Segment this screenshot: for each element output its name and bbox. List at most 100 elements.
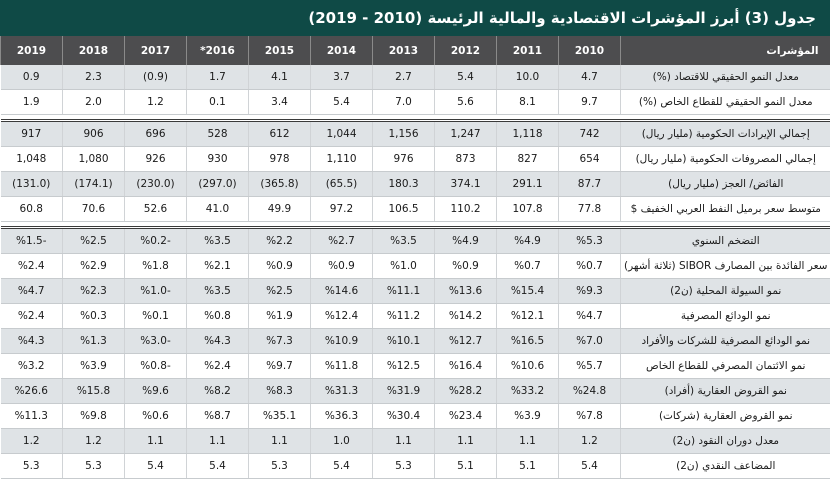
value-cell: %24.8 xyxy=(559,379,621,404)
value-cell: 1,247 xyxy=(435,121,497,147)
value-cell: %8.3 xyxy=(249,379,311,404)
value-cell: %10.9 xyxy=(311,329,373,354)
value-cell: %33.2 xyxy=(497,379,559,404)
value-cell: %8.7 xyxy=(187,404,249,429)
value-cell: (365.8) xyxy=(249,172,311,197)
value-cell: %3.9 xyxy=(497,404,559,429)
value-cell: %0.7 xyxy=(559,254,621,279)
indicator-label: سعر الفائدة بين المصارف SIBOR (ثلاثة أشه… xyxy=(621,254,830,279)
value-cell: 1,156 xyxy=(373,121,435,147)
table-row: %1.5-%2.5%0.2-%3.5%2.2%2.7%3.5%4.9%4.9%5… xyxy=(1,228,830,254)
value-cell: 1,080 xyxy=(63,147,125,172)
value-cell: %1.0 xyxy=(373,254,435,279)
value-cell: 7.0 xyxy=(373,90,435,115)
table-row: %4.7%2.3%1.0-%3.5%2.5%14.6%11.1%13.6%15.… xyxy=(1,279,830,304)
indicator-label: نمو القروض العقارية (أفراد) xyxy=(621,379,830,404)
value-cell: %1.0- xyxy=(125,279,187,304)
value-cell: 1,048 xyxy=(1,147,63,172)
value-cell: 3.4 xyxy=(249,90,311,115)
value-cell: 742 xyxy=(559,121,621,147)
value-cell: %28.2 xyxy=(435,379,497,404)
value-cell: 2.7 xyxy=(373,65,435,90)
indicator-label: نمو الودائع المصرفية xyxy=(621,304,830,329)
value-cell: %31.9 xyxy=(373,379,435,404)
value-cell: 8.1 xyxy=(497,90,559,115)
value-cell: (230.0) xyxy=(125,172,187,197)
value-cell: 5.3 xyxy=(1,454,63,479)
value-cell: 1.7 xyxy=(187,65,249,90)
value-cell: %9.7 xyxy=(249,354,311,379)
year-header: 2014 xyxy=(311,36,373,65)
value-cell: 612 xyxy=(249,121,311,147)
value-cell: 41.0 xyxy=(187,197,249,222)
value-cell: %14.6 xyxy=(311,279,373,304)
value-cell: %2.7 xyxy=(311,228,373,254)
value-cell: 9.7 xyxy=(559,90,621,115)
value-cell: 77.8 xyxy=(559,197,621,222)
value-cell: %2.9 xyxy=(63,254,125,279)
value-cell: 374.1 xyxy=(435,172,497,197)
value-cell: 1.2 xyxy=(1,429,63,454)
value-cell: 10.0 xyxy=(497,65,559,90)
value-cell: 926 xyxy=(125,147,187,172)
indicator-label: إجمالي الإيرادات الحكومية (مليار ريال) xyxy=(621,121,830,147)
value-cell: 1.2 xyxy=(63,429,125,454)
value-cell: 1.1 xyxy=(497,429,559,454)
value-cell: 906 xyxy=(63,121,125,147)
table-row: %2.4%0.3%0.1%0.8%1.9%12.4%11.2%14.2%12.1… xyxy=(1,304,830,329)
value-cell: %0.8- xyxy=(125,354,187,379)
value-cell: 5.3 xyxy=(249,454,311,479)
value-cell: %9.6 xyxy=(125,379,187,404)
value-cell: %3.5 xyxy=(187,279,249,304)
indicator-label: نمو السيولة المحلية (ن2) xyxy=(621,279,830,304)
value-cell: %2.1 xyxy=(187,254,249,279)
value-cell: %1.5- xyxy=(1,228,63,254)
value-cell: 1.1 xyxy=(249,429,311,454)
value-cell: 49.9 xyxy=(249,197,311,222)
indicator-label: معدل دوران النقود (ن2) xyxy=(621,429,830,454)
value-cell: %12.5 xyxy=(373,354,435,379)
value-cell: 976 xyxy=(373,147,435,172)
value-cell: %0.7 xyxy=(497,254,559,279)
value-cell: %4.3 xyxy=(187,329,249,354)
value-cell: 1.1 xyxy=(373,429,435,454)
value-cell: %23.4 xyxy=(435,404,497,429)
value-cell: %3.2 xyxy=(1,354,63,379)
value-cell: 291.1 xyxy=(497,172,559,197)
value-cell: 873 xyxy=(435,147,497,172)
value-cell: 5.4 xyxy=(311,90,373,115)
indicator-label: نمو القروض العقارية (شركات) xyxy=(621,404,830,429)
value-cell: 1.1 xyxy=(125,429,187,454)
indicator-label: معدل النمو الحقيقي للقطاع الخاص (%) xyxy=(621,90,830,115)
value-cell: %0.6 xyxy=(125,404,187,429)
value-cell: %4.9 xyxy=(497,228,559,254)
value-cell: %2.4 xyxy=(187,354,249,379)
value-cell: 827 xyxy=(497,147,559,172)
value-cell: 528 xyxy=(187,121,249,147)
value-cell: %8.2 xyxy=(187,379,249,404)
value-cell: 5.6 xyxy=(435,90,497,115)
value-cell: %2.5 xyxy=(249,279,311,304)
year-header: 2012 xyxy=(435,36,497,65)
value-cell: 1.2 xyxy=(125,90,187,115)
table-row: %26.6%15.8%9.6%8.2%8.3%31.3%31.9%28.2%33… xyxy=(1,379,830,404)
value-cell: %4.7 xyxy=(559,304,621,329)
value-cell: %3.0- xyxy=(125,329,187,354)
value-cell: 2.0 xyxy=(63,90,125,115)
value-cell: 5.4 xyxy=(435,65,497,90)
value-cell: %1.8 xyxy=(125,254,187,279)
indicator-label: نمو الائتمان المصرفي للقطاع الخاص xyxy=(621,354,830,379)
value-cell: %15.8 xyxy=(63,379,125,404)
value-cell: %36.3 xyxy=(311,404,373,429)
indicator-label: التضخم السنوي xyxy=(621,228,830,254)
indicators-header: المؤشرات xyxy=(621,36,830,65)
value-cell: %1.9 xyxy=(249,304,311,329)
indicators-table: 2019 2018 2017 *2016 2015 2014 2013 2012… xyxy=(0,36,830,479)
indicator-label: نمو الودائع المصرفية للشركات والأفراد xyxy=(621,329,830,354)
value-cell: %14.2 xyxy=(435,304,497,329)
